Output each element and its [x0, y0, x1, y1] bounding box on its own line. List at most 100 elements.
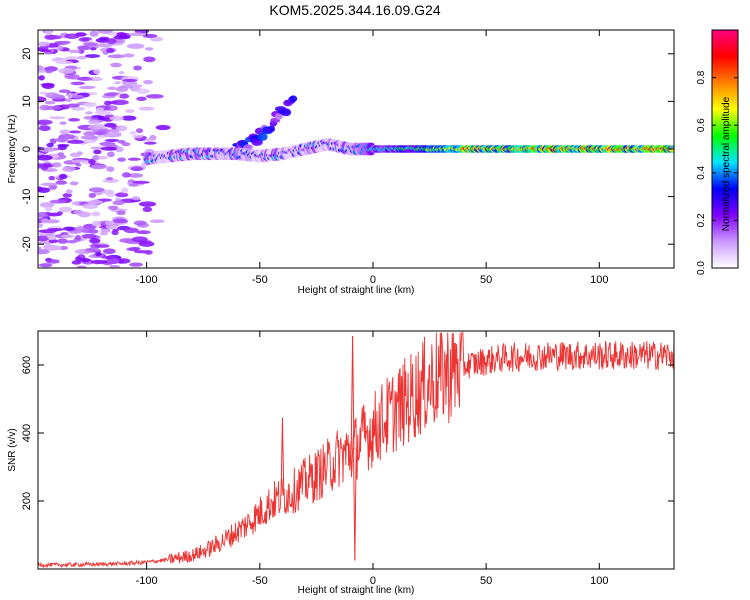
- noise-blob: [38, 119, 53, 125]
- noise-blob: [75, 32, 87, 37]
- snr-xlabel: Height of straight line (km): [298, 585, 415, 596]
- y-tick-label: 600: [21, 356, 33, 374]
- branch-blob: [289, 95, 298, 103]
- noise-blob: [76, 77, 93, 81]
- noise-blob: [128, 183, 139, 187]
- noise-blob: [115, 86, 129, 92]
- noise-blob: [38, 249, 50, 255]
- noise-blob: [127, 157, 141, 161]
- noise-blob: [138, 106, 155, 111]
- noise-blob: [111, 99, 129, 106]
- noise-blob: [115, 197, 122, 202]
- noise-blob: [58, 89, 71, 94]
- noise-blob: [67, 49, 82, 54]
- x-tick-label: 50: [480, 575, 492, 587]
- noise-blob: [58, 173, 68, 180]
- noise-blob: [95, 107, 105, 112]
- noise-blob: [65, 189, 73, 195]
- noise-blob: [89, 238, 101, 244]
- noise-blob: [38, 75, 45, 81]
- noise-blob: [129, 130, 137, 135]
- noise-blob: [130, 166, 144, 172]
- noise-blob: [119, 93, 130, 99]
- noise-blob: [59, 245, 69, 251]
- noise-blob: [90, 164, 108, 170]
- noise-blob: [57, 238, 68, 244]
- noise-blob: [95, 252, 102, 257]
- x-tick-label: -100: [136, 575, 158, 587]
- noise-blob: [134, 84, 143, 88]
- noise-blob: [121, 142, 131, 147]
- noise-blob: [69, 181, 79, 186]
- spectrogram-ylabel: Frequency (Hz): [7, 115, 18, 184]
- noise-blob: [121, 80, 138, 86]
- noise-blob: [46, 142, 54, 148]
- branch-blob: [280, 108, 292, 117]
- noise-blob: [48, 175, 56, 181]
- noise-blob: [109, 264, 120, 268]
- noise-blob: [59, 121, 67, 125]
- x-tick-label: 100: [590, 274, 608, 286]
- noise-blob: [123, 227, 139, 234]
- noise-blob: [90, 146, 104, 150]
- noise-blob: [38, 154, 53, 161]
- noise-blob: [74, 234, 82, 240]
- noise-blob: [85, 111, 93, 115]
- noise-blob: [39, 147, 56, 153]
- noise-blob: [47, 234, 57, 241]
- noise-blob: [144, 250, 153, 255]
- noise-blob: [100, 146, 118, 151]
- noise-blob: [44, 105, 62, 110]
- x-tick-label: -50: [252, 274, 268, 286]
- noise-blob: [87, 124, 106, 130]
- figure-title: KOM5.2025.344.16.09.G24: [269, 2, 440, 18]
- noise-blob: [84, 54, 101, 58]
- noise-blob: [133, 220, 147, 226]
- noise-blob: [112, 228, 120, 232]
- x-tick-label: -50: [252, 575, 268, 587]
- noise-blob: [73, 209, 84, 215]
- noise-blob: [56, 211, 63, 215]
- noise-blob: [38, 186, 44, 192]
- noise-blob: [76, 151, 84, 156]
- noise-blob: [107, 151, 115, 158]
- noise-blob: [126, 247, 140, 252]
- noise-blob: [40, 182, 58, 186]
- colorbar-gradient: [711, 29, 739, 269]
- noise-blob: [38, 163, 45, 169]
- noise-blob: [115, 192, 129, 198]
- noise-blob: [83, 101, 97, 108]
- noise-blob: [114, 146, 124, 153]
- noise-blob: [94, 244, 110, 248]
- noise-blob: [128, 32, 147, 37]
- noise-blob: [38, 229, 57, 234]
- noise-blob: [93, 149, 102, 155]
- noise-blob: [104, 138, 120, 143]
- noise-blob: [144, 141, 157, 145]
- noise-blob: [41, 218, 50, 224]
- noise-blob: [58, 68, 75, 74]
- snr-spike: [281, 417, 285, 496]
- noise-blob: [122, 53, 135, 58]
- noise-blob: [102, 248, 116, 255]
- y-tick-label: 0: [21, 146, 33, 152]
- noise-blob: [78, 37, 90, 42]
- y-tick-label: 10: [21, 95, 33, 107]
- noise-blob: [133, 65, 142, 71]
- noise-blob: [38, 246, 42, 250]
- noise-blob: [143, 56, 156, 63]
- noise-blob: [57, 144, 68, 151]
- noise-blob: [91, 211, 101, 217]
- noise-blob: [39, 263, 53, 268]
- noise-blob: [107, 54, 126, 59]
- noise-blob: [122, 172, 131, 178]
- noise-blob: [142, 80, 154, 85]
- noise-blob: [106, 166, 115, 172]
- noise-blob: [121, 78, 138, 82]
- noise-blob: [55, 60, 74, 65]
- branch-blob: [268, 125, 275, 133]
- noise-blob: [38, 211, 49, 218]
